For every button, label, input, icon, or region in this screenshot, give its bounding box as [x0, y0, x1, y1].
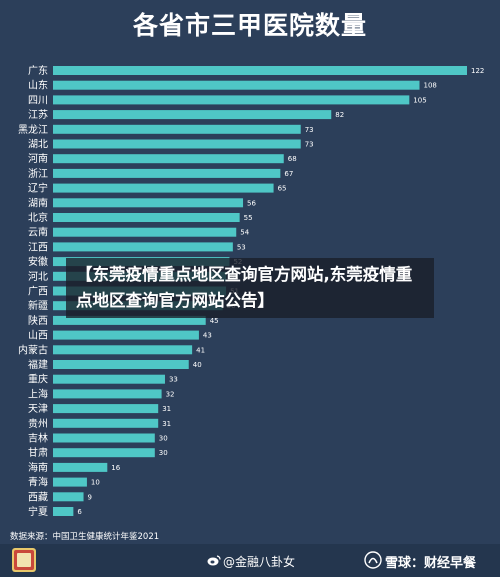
category-label: 江西: [28, 241, 48, 253]
bar: [53, 433, 155, 443]
category-label: 山西: [28, 330, 48, 342]
logo-badge-icon: [12, 548, 36, 572]
category-label: 安徽: [28, 255, 48, 268]
bar: [53, 477, 87, 487]
category-label: 湖南: [28, 196, 48, 209]
category-label: 天津: [28, 403, 48, 415]
value-label: 82: [335, 111, 344, 119]
bar: [53, 315, 206, 325]
category-label: 辽宁: [28, 182, 48, 195]
bar: [53, 139, 301, 149]
chart-title: 各省市三甲医院数量: [132, 11, 367, 40]
value-label: 45: [210, 317, 219, 325]
bar: [53, 66, 467, 75]
category-label: 新疆: [28, 299, 48, 312]
category-label: 山东: [28, 79, 48, 92]
bar: [53, 183, 274, 193]
category-label: 广西: [28, 286, 48, 298]
value-label: 30: [159, 435, 168, 443]
value-label: 56: [247, 199, 256, 207]
bar: [53, 492, 84, 502]
value-label: 31: [162, 405, 171, 413]
value-label: 122: [471, 67, 484, 75]
value-label: 9: [88, 493, 92, 501]
bar: [53, 360, 189, 369]
value-label: 108: [423, 82, 436, 90]
category-label: 吉林: [28, 432, 48, 445]
bar: [53, 80, 420, 90]
headline-overlay-text: 【东莞疫情重点地区查询官方网站,东莞疫情重点地区查询官方网站公告】: [76, 265, 413, 310]
value-label: 33: [169, 376, 178, 384]
weibo-icon: [207, 555, 221, 566]
data-source-note: 数据来源：中国卫生健康统计年鉴2021: [10, 532, 160, 542]
bar: [53, 168, 281, 178]
value-label: 68: [288, 155, 297, 163]
category-label: 广东: [28, 64, 48, 77]
category-label: 上海: [28, 387, 48, 400]
category-label: 青海: [28, 476, 48, 489]
bar: [53, 462, 108, 472]
category-label: 重庆: [28, 373, 48, 386]
bar: [53, 330, 199, 340]
footer-bar: [0, 544, 500, 577]
category-label: 福建: [28, 358, 48, 371]
bar: [53, 418, 159, 428]
bar: [53, 95, 410, 105]
bar: [53, 213, 240, 222]
value-label: 6: [77, 508, 82, 516]
value-label: 43: [203, 332, 212, 340]
bar: [53, 198, 244, 208]
category-label: 海南: [28, 461, 48, 474]
bar: [53, 404, 159, 414]
xueqiu-icon: [364, 551, 382, 569]
bar: [53, 507, 74, 516]
category-label: 内蒙古: [18, 343, 48, 356]
category-label: 河南: [28, 152, 48, 165]
value-label: 41: [196, 346, 205, 354]
value-label: 65: [278, 185, 287, 193]
category-label: 黑龙江: [18, 123, 48, 136]
bar: [53, 110, 332, 120]
category-label: 宁夏: [28, 505, 48, 518]
xueqiu-account: 雪球：财经早餐: [385, 556, 477, 571]
value-label: 32: [166, 390, 175, 398]
value-label: 67: [284, 170, 293, 178]
value-label: 10: [91, 479, 100, 487]
bar: [53, 227, 237, 237]
value-label: 31: [162, 420, 171, 428]
value-label: 105: [413, 96, 426, 104]
value-label: 30: [159, 449, 168, 457]
value-label: 54: [240, 229, 249, 237]
category-label: 西藏: [28, 491, 48, 503]
category-label: 四川: [28, 95, 48, 106]
bar: [53, 374, 165, 384]
value-label: 73: [305, 141, 314, 149]
category-label: 浙江: [28, 168, 48, 180]
bar: [53, 154, 284, 164]
value-label: 55: [244, 214, 253, 222]
category-label: 陕西: [28, 314, 48, 327]
category-label: 云南: [28, 226, 48, 239]
weibo-handle: @金融八卦女: [223, 555, 296, 569]
bar: [53, 242, 233, 252]
category-label: 甘肃: [28, 446, 48, 459]
category-label: 湖北: [28, 139, 48, 151]
bar: [53, 345, 193, 355]
value-label: 40: [193, 361, 202, 369]
category-label: 江苏: [28, 108, 48, 121]
category-label: 贵州: [28, 417, 48, 430]
bar: [53, 389, 162, 399]
category-label: 河北: [28, 271, 48, 283]
bar: [53, 448, 155, 458]
category-label: 北京: [28, 211, 48, 224]
bar: [53, 124, 301, 134]
value-label: 73: [305, 126, 314, 134]
value-label: 53: [237, 243, 246, 251]
value-label: 16: [111, 464, 120, 472]
headline-overlay-box: [66, 258, 434, 318]
